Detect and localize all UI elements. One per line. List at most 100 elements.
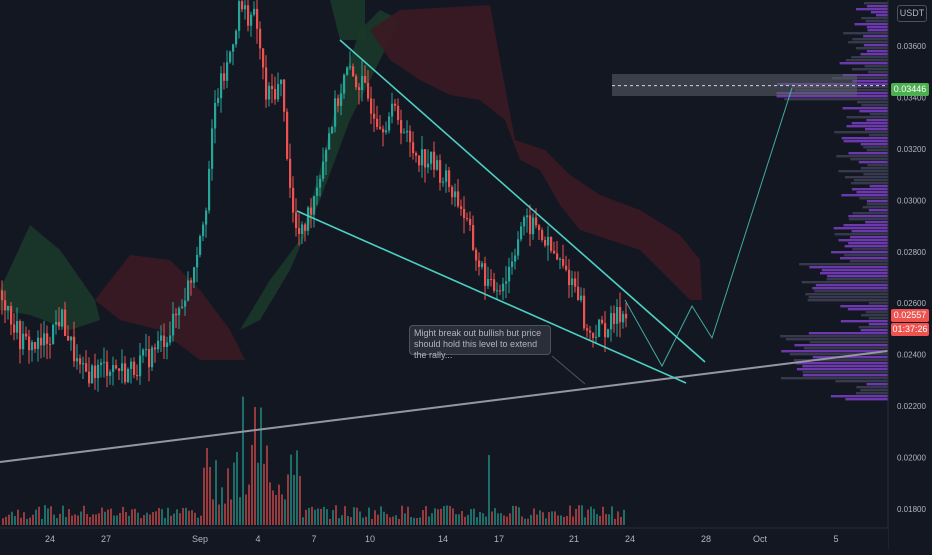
candle-body (295, 212, 298, 229)
candle-body (574, 278, 577, 287)
candle-body (76, 358, 79, 362)
candle-body (319, 178, 322, 188)
candle-body (196, 254, 199, 268)
candle-body (604, 323, 607, 338)
volume-bar (143, 515, 145, 525)
candle-body (364, 75, 367, 83)
time-axis-label: 10 (365, 534, 375, 544)
volume-bar (332, 510, 334, 525)
volume-bar (524, 518, 526, 525)
volume-profile-bar (853, 179, 888, 182)
time-axis-label: 24 (625, 534, 635, 544)
volume-profile-bar (870, 11, 888, 14)
volume-profile-bar (869, 185, 888, 188)
volume-bar (68, 509, 70, 525)
candle-body (178, 308, 181, 316)
price-axis-label: 0.02600 (897, 299, 926, 308)
candle-body (46, 333, 49, 344)
volume-bar (518, 507, 520, 525)
candle-body (532, 217, 535, 235)
volume-bar (185, 507, 187, 525)
volume-bar (368, 507, 370, 525)
volume-bar (29, 517, 31, 525)
candle-body (535, 217, 538, 226)
marked-level-tag: 0.03446 (891, 83, 929, 96)
volume-bar (287, 474, 289, 525)
candle-body (304, 224, 307, 231)
annotation-callout[interactable]: Might break out bullish but price should… (409, 325, 551, 360)
volume-bar (41, 518, 43, 525)
candle-body (586, 328, 589, 331)
volume-bar (155, 511, 157, 525)
volume-bar (209, 466, 211, 525)
volume-bar (215, 460, 217, 525)
candle-body (130, 361, 133, 369)
volume-bar (218, 504, 220, 525)
volume-profile-bar (843, 224, 888, 227)
volume-bar (107, 509, 109, 525)
volume-profile-bar (826, 278, 888, 281)
candle-body (385, 130, 388, 133)
volume-profile-bar (855, 47, 888, 50)
volume-profile-bar (835, 380, 888, 383)
candle-body (571, 278, 574, 286)
volume-profile-bar (856, 191, 888, 194)
volume-profile-bar (776, 95, 888, 98)
volume-bar (149, 514, 151, 525)
volume-bar (296, 450, 298, 525)
candle-body (208, 168, 211, 211)
volume-profile-bar (856, 8, 888, 11)
volume-bar (377, 514, 379, 525)
volume-bar (152, 512, 154, 525)
volume-bar (20, 517, 22, 525)
volume-bar (275, 494, 277, 525)
volume-bar (407, 506, 409, 525)
volume-profile-bar (849, 260, 888, 263)
volume-profile-bar (851, 68, 888, 71)
volume-bar (479, 511, 481, 525)
volume-profile-bar (860, 53, 888, 56)
candle-body (106, 361, 109, 376)
candle-body (595, 336, 598, 338)
volume-bar (500, 513, 502, 525)
volume-profile-bar (799, 263, 888, 266)
volume-bar (212, 499, 214, 525)
volume-bar (584, 517, 586, 525)
price-axis-label: 0.03200 (897, 145, 926, 154)
volume-bar (161, 509, 163, 525)
volume-profile-bar (862, 206, 888, 209)
candle-body (508, 266, 511, 282)
volume-profile-bar (851, 56, 888, 59)
volume-profile-bar (851, 230, 888, 233)
candle-body (82, 363, 85, 365)
candle-body (445, 170, 448, 182)
projected-price-path (624, 87, 793, 368)
candle-body (262, 48, 265, 68)
volume-profile-bar (808, 332, 888, 335)
volume-bar (98, 513, 100, 525)
volume-profile-bar (815, 284, 888, 287)
candle-body (577, 286, 580, 301)
volume-bar (239, 497, 241, 525)
volume-bar (47, 508, 49, 525)
volume-bar (158, 507, 160, 525)
volume-profile-bar (839, 62, 888, 65)
volume-bar (305, 509, 307, 525)
volume-bar (593, 508, 595, 525)
candle-body (391, 103, 394, 117)
volume-bar (83, 505, 85, 525)
time-axis-background (0, 528, 888, 550)
currency-unit-button[interactable]: USDT (897, 5, 927, 22)
candle-body (580, 295, 583, 301)
volume-profile-bar (863, 173, 888, 176)
volume-bar (563, 517, 565, 525)
volume-profile-bar (850, 182, 888, 185)
volume-profile-bar (801, 281, 888, 284)
volume-bar (611, 506, 613, 525)
volume-profile-bar (857, 101, 888, 104)
candle-body (370, 98, 373, 114)
volume-profile-bar (846, 116, 888, 119)
price-axis-label: 0.03600 (897, 42, 926, 51)
